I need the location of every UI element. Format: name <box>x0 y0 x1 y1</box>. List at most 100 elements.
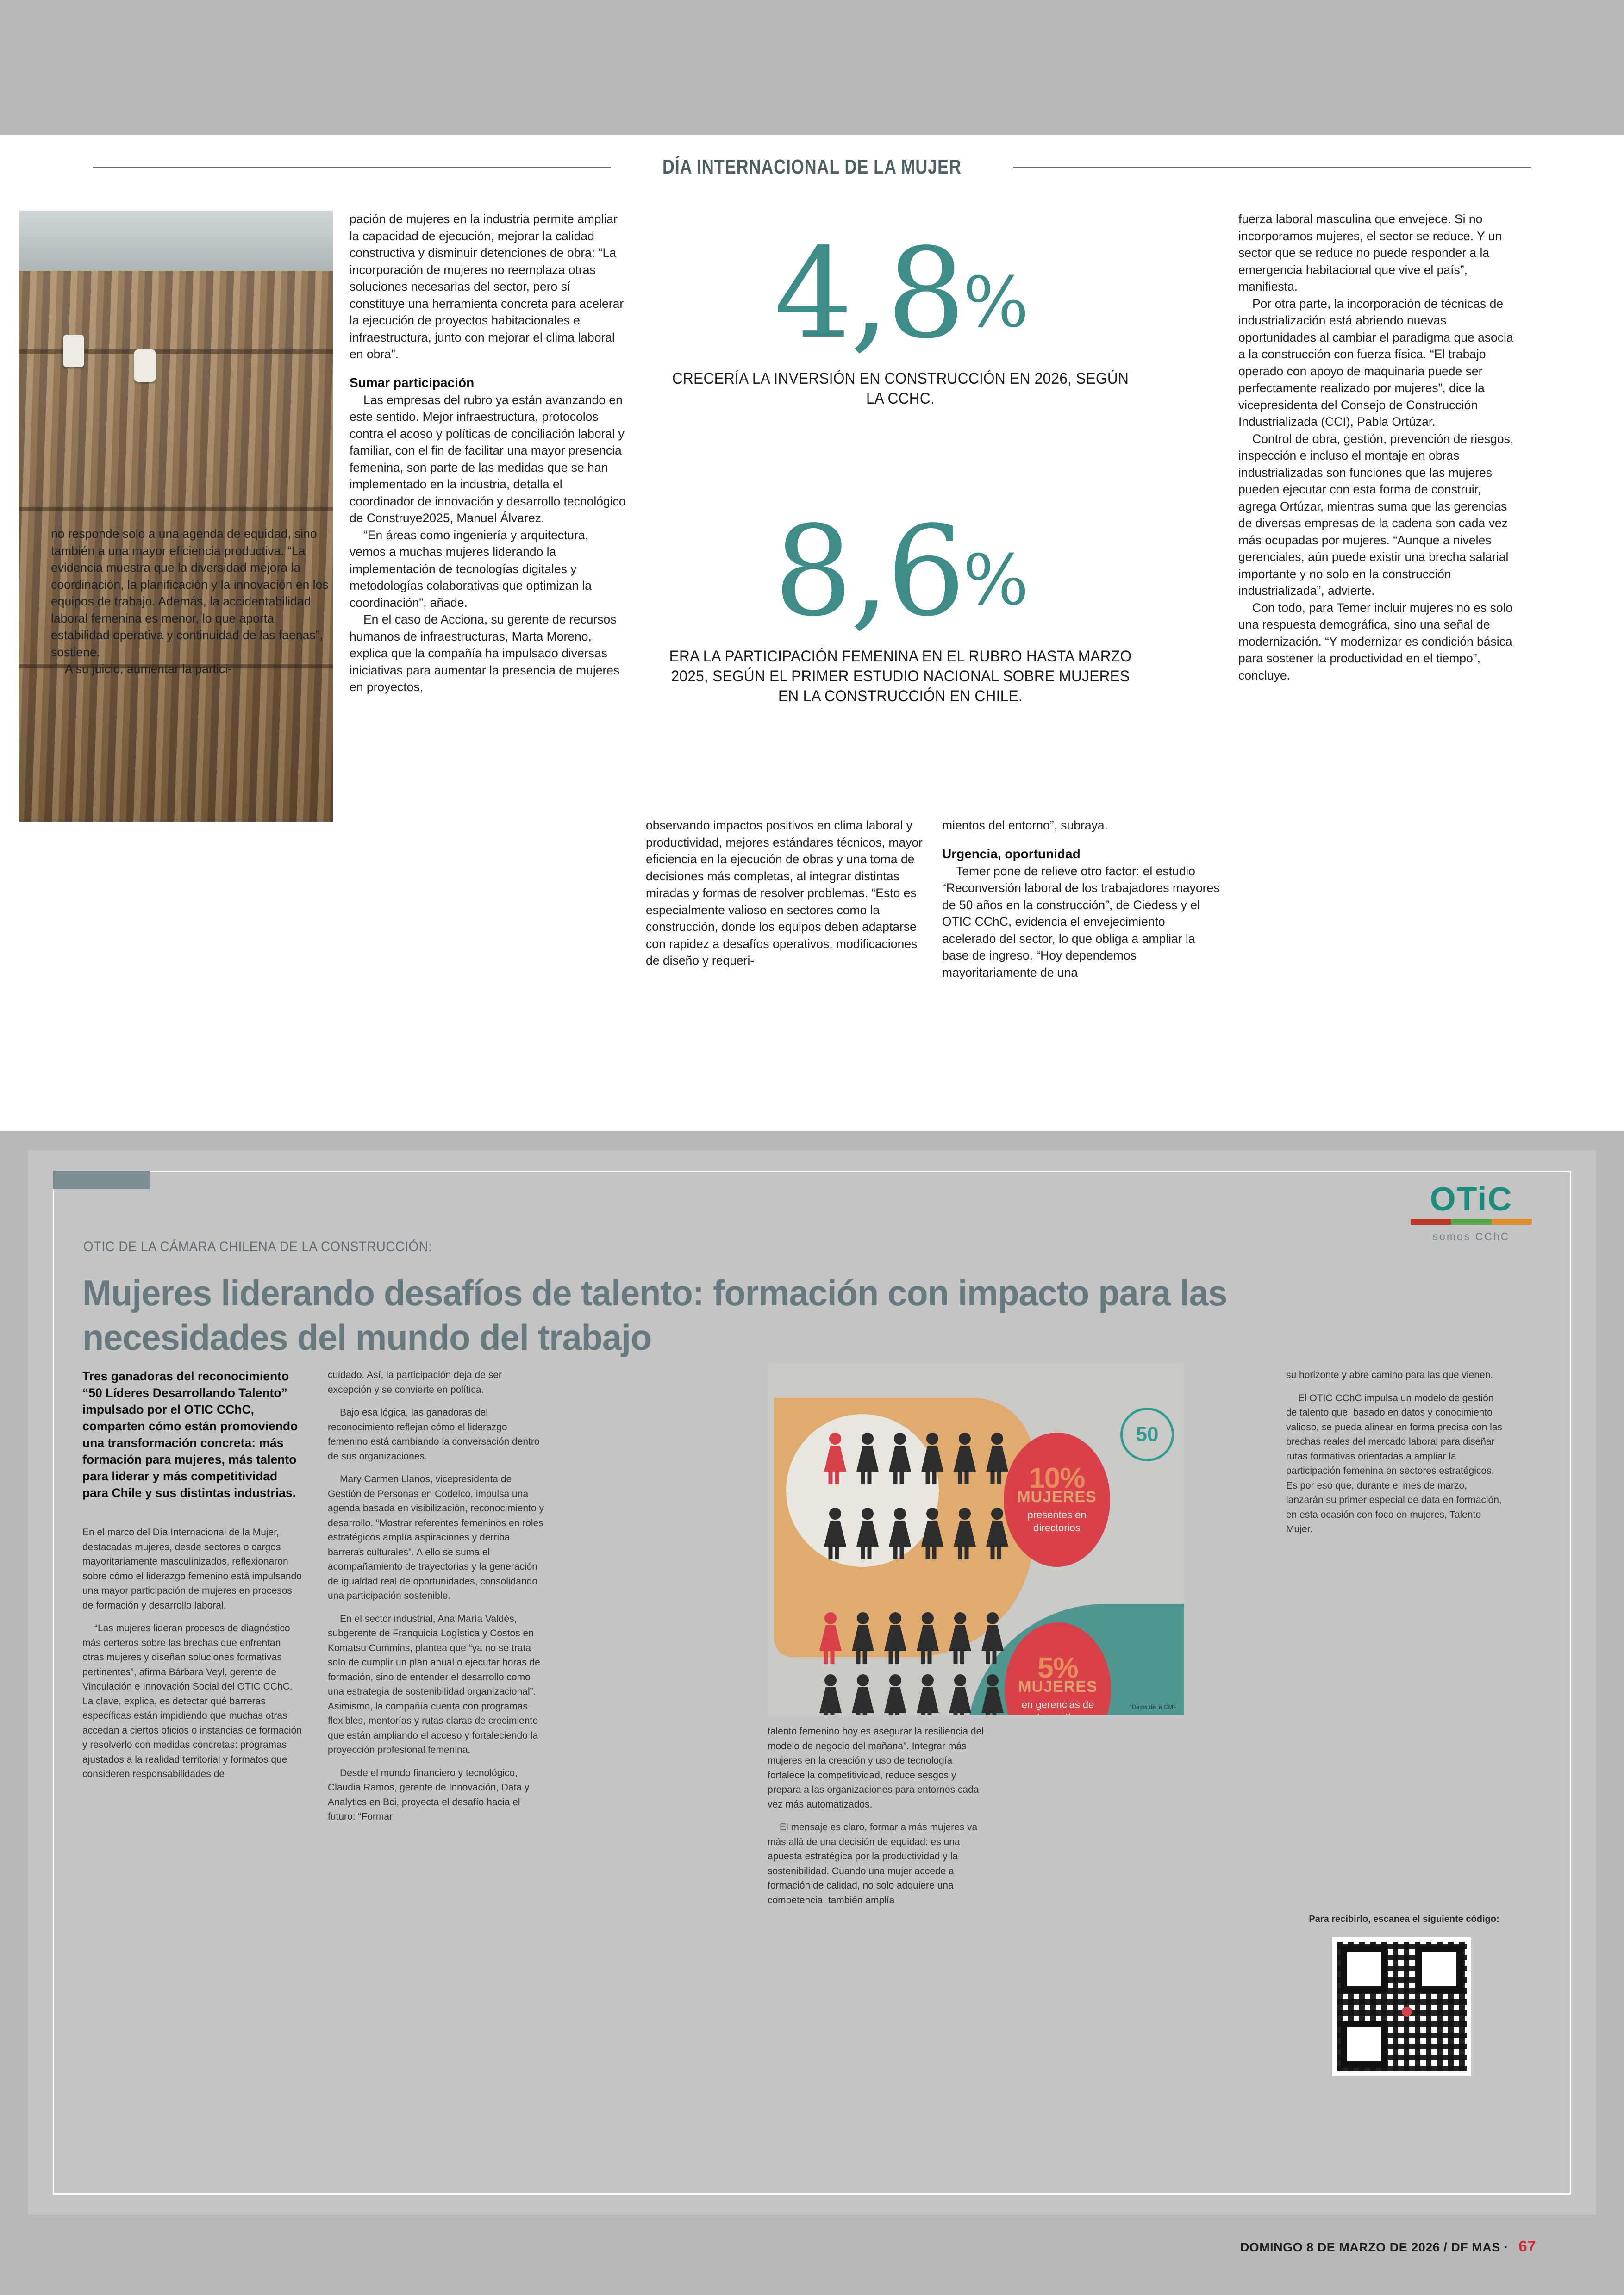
paragraph: su horizonte y abre camino para las que … <box>1286 1370 1493 1380</box>
qr-center-dot <box>1402 2007 1412 2017</box>
paragraph: Con todo, para Temer incluir mujeres no … <box>1238 600 1513 682</box>
icon-row-4 <box>818 1674 1005 1715</box>
stat-word: MUJERES <box>1018 1678 1098 1696</box>
woman-icon <box>981 1612 1005 1664</box>
woman-icon <box>883 1612 907 1664</box>
section-kicker: DÍA INTERNACIONAL DE LA MUJER <box>0 153 1624 181</box>
page-top-band <box>0 0 1624 135</box>
qr-finder-bottom-left <box>1341 2021 1388 2068</box>
advertorial-column-3: talento femenino hoy es asegurar la resi… <box>768 1724 985 1916</box>
woman-icon <box>920 1433 944 1484</box>
qr-instruction-label: Para recibirlo, escanea el siguiente cód… <box>1309 1914 1499 1924</box>
paragraph: Por otra parte, la incorporación de técn… <box>1238 296 1513 429</box>
woman-icon <box>981 1674 1005 1715</box>
advertorial-column-2: cuidado. Así, la participación deja de s… <box>328 1368 545 1833</box>
paragraph: “Las mujeres lideran procesos de diagnós… <box>82 1623 302 1779</box>
article-page: DÍA INTERNACIONAL DE LA MUJER no respond… <box>0 0 1624 1131</box>
stat-text: presentes en directorios <box>1027 1509 1087 1534</box>
otic-logo-word: OTiC <box>1430 1181 1513 1218</box>
photo-sky <box>19 211 333 271</box>
article-column-1: no responde solo a una agenda de equidad… <box>51 525 329 678</box>
advertorial-column-4: su horizonte y abre camino para las que … <box>1286 1368 1504 1545</box>
paragraph: mientos del entorno”, subraya. <box>942 818 1108 832</box>
paragraph: “En áreas como ingeniería y arquitectura… <box>350 528 592 610</box>
advertorial-column-1: En el marco del Día Internacional de la … <box>82 1525 305 1790</box>
infographic-source-note: *Datos de la CMF <box>1129 1703 1177 1710</box>
advertorial-lead: Tres ganadoras del reconocimiento “50 Lí… <box>82 1368 305 1501</box>
otic-logo-bar <box>1411 1219 1532 1225</box>
paragraph: Mary Carmen Llanos, vicepresidenta de Ge… <box>328 1474 544 1601</box>
paragraph: Tres ganadoras del reconocimiento “50 Lí… <box>82 1369 298 1500</box>
paragraph: Las empresas del rubro ya están avanzand… <box>350 393 626 525</box>
otic-logo: OTiC somos CChC <box>1402 1183 1541 1243</box>
construction-photo <box>19 211 333 822</box>
paragraph: Control de obra, gestión, prevención de … <box>1238 431 1514 598</box>
paragraph: fuerza laboral masculina que envejece. S… <box>1238 212 1502 293</box>
paragraph: A su juicio, aumentar la partici- <box>65 662 232 676</box>
article-body: no responde solo a una agenda de equidad… <box>0 211 1624 1132</box>
stat-text: en gerencias de primera línea <box>1021 1699 1094 1715</box>
article-column-3: observando impactos positivos en clima l… <box>646 817 924 969</box>
paragraph: En el marco del Día Internacional de la … <box>82 1527 302 1611</box>
woman-icon <box>953 1508 977 1559</box>
stat-value: 8,6% <box>774 499 1029 644</box>
woman-icon <box>948 1612 972 1664</box>
otic-logo-sub: somos CChC <box>1432 1230 1510 1242</box>
page-footer: DOMINGO 8 DE MARZO DE 2026 / DF MAS · 67 <box>0 2238 1624 2255</box>
stat-value: 10% <box>1029 1462 1085 1494</box>
woman-icon <box>916 1674 940 1715</box>
woman-icon <box>818 1612 843 1664</box>
qr-finder-top-left <box>1341 1946 1388 1993</box>
woman-icon <box>851 1674 875 1715</box>
paragraph: En el caso de Acciona, su gerente de rec… <box>350 612 620 694</box>
woman-icon <box>883 1674 907 1715</box>
paragraph: no responde solo a una agenda de equidad… <box>51 527 329 659</box>
paragraph: El mensaje es claro, formar a más mujere… <box>768 1822 978 1906</box>
infographic: 10% MUJERES presentes en directorios 5% … <box>768 1363 1184 1715</box>
section-kicker-label: DÍA INTERNACIONAL DE LA MUJER <box>662 156 962 178</box>
woman-icon <box>888 1508 912 1559</box>
advertorial-kicker: OTIC DE LA CÁMARA CHILENA DE LA CONSTRUC… <box>83 1239 432 1254</box>
paragraph: Bajo esa lógica, las ganadoras del recon… <box>328 1407 540 1462</box>
page-number: 67 <box>1518 2238 1536 2255</box>
woman-icon <box>818 1674 843 1715</box>
paragraph: observando impactos positivos en clima l… <box>646 818 923 967</box>
paragraph: Desde el mundo financiero y tecnológico,… <box>328 1767 530 1822</box>
woman-icon <box>916 1612 940 1664</box>
paragraph: El OTIC CChC impulsa un modelo de gestió… <box>1286 1392 1502 1535</box>
paragraph: talento femenino hoy es asegurar la resi… <box>768 1726 984 1810</box>
woman-icon <box>856 1508 880 1559</box>
stat-value: 5% <box>1037 1652 1079 1684</box>
advertorial-title: Mujeres liderando desafíos de talento: f… <box>82 1272 1227 1358</box>
badge-number: 50 <box>1136 1423 1159 1446</box>
paragraph: Temer pone de relieve otro factor: el es… <box>942 864 1220 979</box>
icon-row-3 <box>818 1612 1005 1664</box>
icon-row-1 <box>823 1433 1009 1484</box>
stat-block-1: 4,8% CRECERÍA LA INVERSIÓN EN CONSTRUCCI… <box>646 222 1155 409</box>
woman-icon <box>856 1433 880 1484</box>
infographic-stat-10: 10% MUJERES presentes en directorios <box>1004 1433 1110 1567</box>
icon-row-2 <box>823 1508 1009 1559</box>
paragraph: cuidado. Así, la participación deja de s… <box>328 1370 502 1395</box>
woman-icon <box>920 1508 944 1559</box>
advertorial-tab <box>53 1171 150 1189</box>
paragraph: En el sector industrial, Ana María Valdé… <box>328 1613 540 1756</box>
woman-icon <box>985 1433 1009 1484</box>
woman-icon <box>985 1508 1009 1559</box>
qr-code[interactable] <box>1332 1937 1471 2076</box>
woman-icon <box>953 1433 977 1484</box>
article-column-5: fuerza laboral masculina que envejece. S… <box>1238 211 1516 684</box>
paragraph: pación de mujeres en la industria permit… <box>350 212 624 361</box>
subheading-urgencia: Urgencia, oportunidad <box>942 846 1081 861</box>
woman-icon <box>823 1508 847 1559</box>
stat-caption: ERA LA PARTICIPACIÓN FEMENINA EN EL RUBR… <box>669 648 1132 705</box>
woman-icon <box>851 1612 875 1664</box>
stat-block-2: 8,6% ERA LA PARTICIPACIÓN FEMENINA EN EL… <box>646 499 1155 706</box>
woman-icon <box>823 1433 847 1484</box>
qr-finder-top-right <box>1416 1946 1463 1993</box>
kicker-rule-left <box>93 166 612 168</box>
kicker-rule-right <box>1012 166 1531 168</box>
stat-value: 4,8% <box>774 222 1029 366</box>
stat-word: MUJERES <box>1017 1488 1097 1506</box>
article-column-2: pación de mujeres en la industria permit… <box>350 211 627 696</box>
